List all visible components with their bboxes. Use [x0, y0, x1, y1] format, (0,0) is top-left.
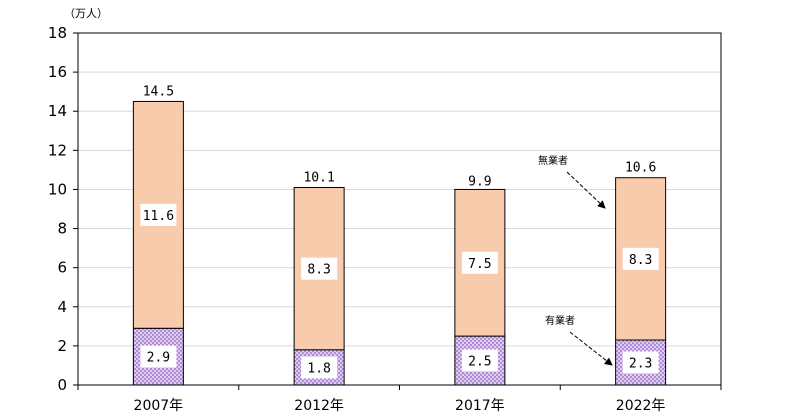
value-label-box	[140, 203, 177, 226]
annotation-employed: 有業者	[545, 314, 613, 366]
x-category-label: 2022年	[616, 398, 666, 414]
y-tick-label: 10	[48, 180, 67, 198]
x-category-label: 2007年	[134, 398, 184, 414]
total-label: 10.6	[625, 161, 656, 176]
value-label: 7.5	[468, 257, 491, 272]
annotation-non-employed-label: 無業者	[538, 154, 568, 167]
value-label-box	[301, 356, 338, 379]
total-label: 10.1	[303, 170, 334, 185]
total-label: 14.5	[143, 84, 174, 99]
value-label: 11.6	[143, 209, 174, 224]
value-label: 8.3	[307, 263, 330, 278]
y-tick-label: 8	[57, 220, 67, 238]
x-category-label: 2017年	[455, 398, 505, 414]
value-label-box	[461, 349, 498, 372]
value-label-box	[461, 251, 498, 274]
y-tick-label: 2	[57, 337, 67, 355]
y-tick-label: 4	[57, 298, 67, 316]
annotation-non-employed-arrow	[566, 171, 606, 209]
value-label-box	[301, 257, 338, 280]
total-label: 9.9	[468, 174, 491, 189]
value-label: 2.9	[147, 351, 170, 366]
y-tick-label: 12	[48, 141, 67, 159]
value-label: 2.3	[629, 357, 652, 372]
x-category-label: 2012年	[294, 398, 344, 414]
unit-label: （万人）	[64, 7, 108, 20]
value-label: 8.3	[629, 253, 652, 268]
y-tick-label: 14	[48, 102, 67, 120]
axes	[73, 32, 722, 390]
bars	[132, 100, 667, 386]
y-tick-label: 6	[57, 259, 67, 277]
annotation-employed-arrow	[569, 331, 613, 366]
y-tick-label: 0	[57, 376, 67, 394]
value-label-box	[622, 351, 659, 374]
value-label: 1.8	[307, 361, 330, 376]
value-label-box	[622, 247, 659, 270]
y-tick-label: 16	[48, 63, 67, 81]
value-label-box	[140, 345, 177, 368]
labels: 0 2 4 6 8 10 12 14 16 18 2.9 11.6 14.5 2007年 1.8 8.3 10.…	[48, 24, 666, 414]
annotation-employed-label: 有業者	[545, 314, 575, 327]
y-tick-label: 18	[48, 24, 67, 42]
annotation-non-employed: 無業者	[538, 154, 606, 209]
value-label: 2.5	[468, 355, 491, 370]
